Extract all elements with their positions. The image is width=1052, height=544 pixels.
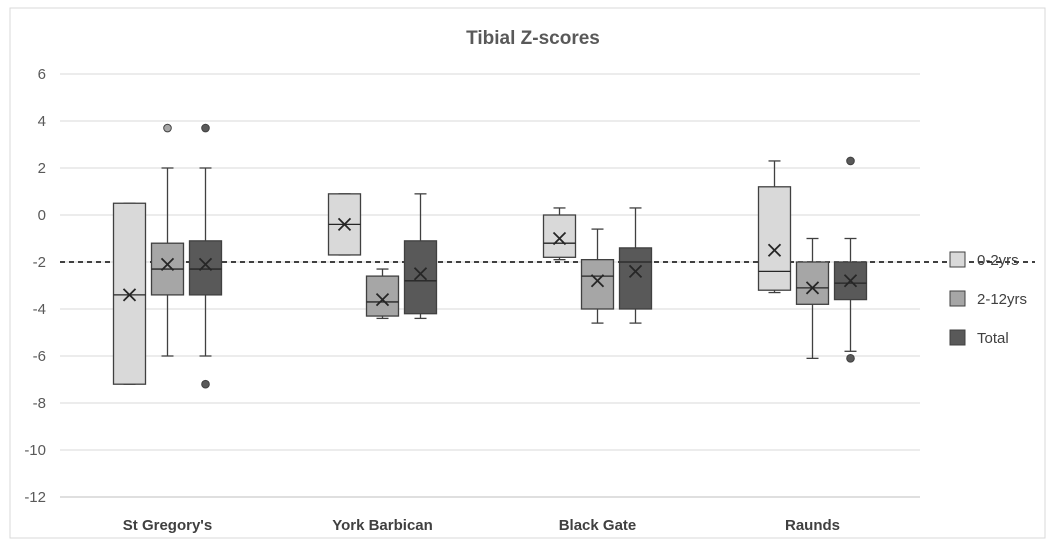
legend-label: Total bbox=[977, 330, 1009, 347]
mean-marker bbox=[628, 264, 643, 279]
box-0-2yrs-York Barbican bbox=[327, 193, 362, 256]
mean-marker bbox=[590, 274, 605, 288]
box-Total-Black Gate bbox=[618, 207, 653, 324]
y-tick-label: 4 bbox=[38, 113, 46, 130]
boxes-layer bbox=[112, 123, 868, 389]
box-body bbox=[365, 275, 400, 317]
box-2-12yrs-St Gregory's bbox=[150, 123, 185, 357]
box-body bbox=[403, 240, 438, 315]
box-2-12yrs-Black Gate bbox=[580, 228, 615, 324]
mean-marker bbox=[337, 217, 352, 232]
y-tick-label: -2 bbox=[33, 254, 46, 271]
mean-marker bbox=[160, 257, 175, 271]
box-0-2yrs-Black Gate bbox=[542, 207, 577, 261]
chart-title: Tibial Z-scores bbox=[466, 28, 600, 49]
mean-marker bbox=[122, 288, 137, 302]
legend-swatch bbox=[949, 329, 966, 346]
mean-marker bbox=[198, 257, 213, 271]
legend-swatch bbox=[949, 290, 966, 307]
mean-marker bbox=[413, 267, 428, 281]
outlier-point bbox=[201, 379, 210, 389]
box-2-12yrs-Raunds bbox=[795, 237, 830, 360]
box-body bbox=[795, 261, 830, 305]
box-body bbox=[188, 240, 223, 296]
box-body bbox=[757, 186, 792, 291]
y-tick-label: 2 bbox=[38, 160, 46, 177]
mean-marker bbox=[843, 274, 858, 288]
box-body bbox=[542, 214, 577, 258]
box-body bbox=[580, 258, 615, 310]
box-Total-Raunds bbox=[833, 156, 868, 363]
box-2-12yrs-York Barbican bbox=[365, 268, 400, 320]
outlier-point bbox=[201, 123, 210, 133]
category-labels: St Gregory's York Barbican Black Gate Raund… bbox=[123, 517, 840, 534]
outlier-point bbox=[163, 123, 172, 133]
box-body bbox=[618, 247, 653, 310]
mean-marker bbox=[552, 231, 567, 246]
category-label: Black Gate bbox=[559, 517, 637, 534]
y-tick-label: -4 bbox=[33, 301, 46, 318]
box-Total-York Barbican bbox=[403, 193, 438, 320]
category-label: York Barbican bbox=[332, 517, 433, 534]
mean-marker bbox=[375, 292, 390, 307]
category-label: Raunds bbox=[785, 517, 840, 534]
legend: 0-2yrs 2-12yrs Total bbox=[949, 251, 1027, 347]
legend-label: 0-2yrs bbox=[977, 252, 1019, 269]
mean-marker bbox=[767, 243, 782, 257]
box-0-2yrs-St Gregory's bbox=[112, 202, 147, 385]
y-tick-labels: 6 4 2 0 -2 -4 -6 -8 -10 -12 bbox=[24, 66, 46, 506]
y-tick-label: -12 bbox=[24, 489, 46, 506]
box-Total-St Gregory's bbox=[188, 123, 223, 389]
outlier-point bbox=[846, 156, 855, 166]
legend-swatch bbox=[949, 251, 966, 268]
y-tick-label: -10 bbox=[24, 442, 46, 459]
outlier-point bbox=[846, 354, 855, 363]
box-0-2yrs-Raunds bbox=[757, 160, 792, 294]
y-tick-label: -8 bbox=[33, 395, 46, 412]
y-tick-label: 6 bbox=[38, 66, 46, 83]
gridlines bbox=[60, 73, 920, 498]
y-tick-label: -6 bbox=[33, 348, 46, 365]
category-label: St Gregory's bbox=[123, 517, 212, 534]
mean-marker bbox=[805, 281, 820, 295]
y-tick-label: 0 bbox=[38, 207, 46, 224]
legend-label: 2-12yrs bbox=[977, 291, 1027, 308]
